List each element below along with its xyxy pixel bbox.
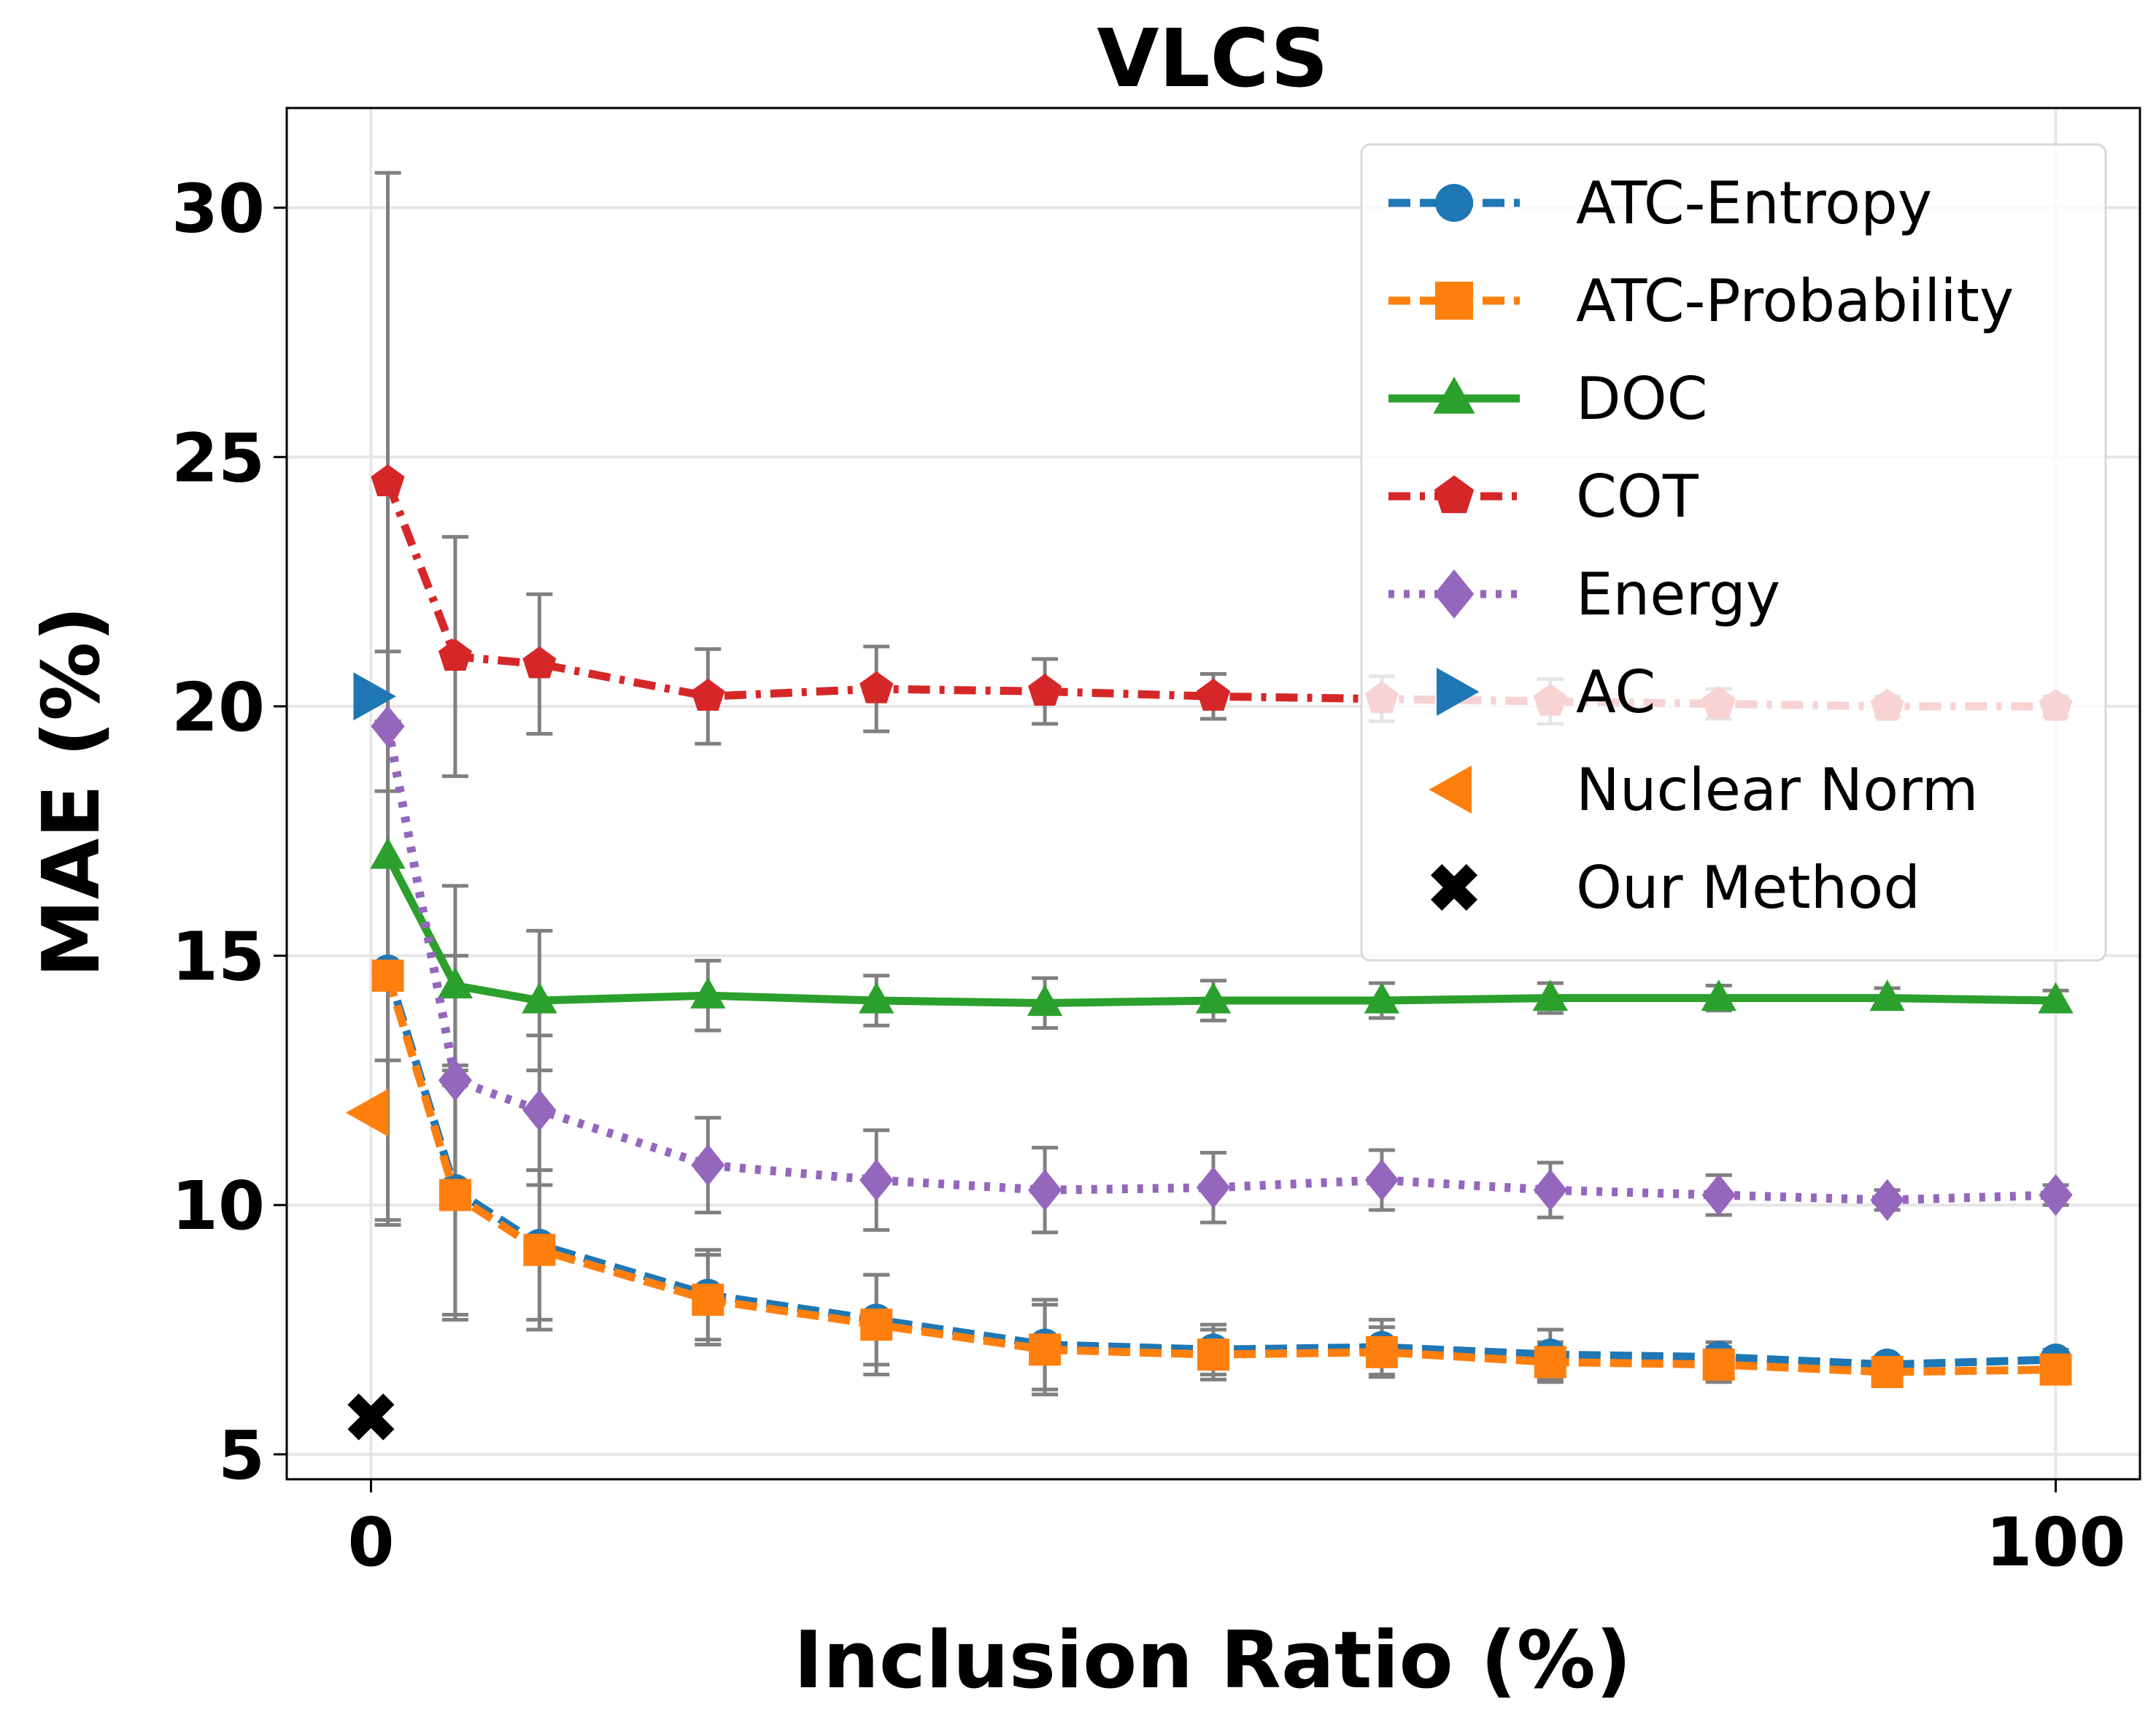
data-point-energy: [1870, 1179, 1904, 1221]
point-nuclear-norm: [345, 1088, 389, 1137]
series-line-atc-entropy: [384, 969, 2056, 1369]
legend-marker-nuclear-norm: [1429, 766, 1472, 814]
legend-marker-doc: [1433, 377, 1475, 414]
legend-marker-atc-entropy: [1435, 184, 1473, 222]
data-point-atc-probability: [371, 959, 404, 992]
legend-marker-atc-probability: [1435, 282, 1473, 320]
y-tick-label: 20: [171, 668, 265, 747]
legend-item-ac: AC: [1437, 658, 1655, 726]
legend-marker-our-method-bar: [1430, 863, 1478, 911]
plot-frame: [285, 107, 2141, 1481]
legend-item-nuclear-norm: Nuclear Norm: [1429, 756, 1979, 824]
legend-item-our-method: Our Method: [1430, 854, 1920, 922]
data-point-doc: [1364, 982, 1400, 1014]
data-point-cot: [1028, 674, 1062, 706]
data-point-atc-probability: [438, 1179, 471, 1211]
data-point-cot: [522, 646, 557, 679]
series-line-doc: [384, 854, 2056, 1007]
data-point-energy: [691, 1144, 725, 1187]
point-our-method: [347, 1393, 395, 1441]
data-point-cot: [1196, 679, 1231, 711]
data-point-energy: [1533, 1169, 1567, 1211]
x-tick-label: 100: [1986, 1503, 2126, 1581]
point-our-method-bar: [347, 1393, 395, 1441]
data-point-energy: [522, 1089, 557, 1131]
data-point-atc-probability: [1365, 1335, 1398, 1368]
legend-label-atc-entropy: ATC-Entropy: [1576, 169, 1932, 237]
legend-item-doc: DOC: [1388, 365, 1707, 433]
series-doc: [370, 837, 2074, 1017]
data-point-cot: [371, 464, 405, 497]
legend-box: [1360, 143, 2107, 962]
legend-marker-energy: [1434, 569, 1475, 619]
data-point-atc-probability: [1534, 1346, 1566, 1379]
y-tick-label: 10: [171, 1167, 265, 1245]
legend-item-cot: COT: [1388, 463, 1699, 531]
data-point-cot: [859, 671, 894, 704]
series-line-atc-probability: [384, 974, 2056, 1376]
y-axis-label: MAE (%): [26, 606, 117, 977]
data-point-doc: [690, 976, 726, 1009]
legend-marker-our-method: [1430, 863, 1478, 911]
legend-marker-cot: [1434, 475, 1475, 514]
data-point-doc: [1195, 982, 1232, 1014]
y-tick-label: 25: [171, 419, 265, 497]
data-point-energy: [438, 1059, 473, 1101]
chart-title: VLCS: [1097, 12, 1328, 105]
data-point-atc-probability: [1197, 1338, 1229, 1371]
single-points: [345, 672, 396, 1441]
data-point-atc-probability: [1029, 1333, 1062, 1366]
x-tick-label: 0: [347, 1503, 394, 1581]
series-line-energy: [383, 725, 2056, 1205]
series-energy: [371, 705, 2073, 1221]
data-point-doc: [858, 982, 895, 1014]
legend-label-our-method: Our Method: [1576, 854, 1920, 922]
data-point-energy: [2039, 1173, 2073, 1217]
data-point-doc: [1027, 984, 1063, 1017]
data-point-atc-probability: [1702, 1348, 1735, 1381]
legend-item-atc-entropy: ATC-Entropy: [1388, 169, 1932, 237]
series-atc-probability: [371, 959, 2072, 1389]
data-point-energy: [371, 705, 405, 747]
y-tick-label: 30: [171, 170, 265, 248]
data-point-atc-probability: [692, 1284, 725, 1317]
x-axis-label: Inclusion Ratio (%): [794, 1615, 1631, 1706]
data-point-atc-probability: [860, 1308, 893, 1341]
data-point-atc-probability: [2039, 1353, 2072, 1386]
point-ac: [353, 672, 396, 721]
data-point-doc: [437, 967, 474, 999]
data-point-energy: [1027, 1169, 1062, 1211]
data-point-cot: [691, 679, 725, 711]
data-point-atc-probability: [523, 1233, 556, 1266]
data-point-doc: [370, 837, 406, 869]
data-point-energy: [1701, 1173, 1736, 1217]
legend-marker-ac: [1437, 668, 1480, 716]
legend-label-doc: DOC: [1576, 365, 1707, 433]
data-point-doc: [1701, 979, 1736, 1011]
legend-label-cot: COT: [1576, 463, 1699, 531]
data-point-doc: [522, 982, 557, 1014]
data-point-cot: [438, 639, 472, 671]
legend-item-atc-probability: ATC-Probability: [1388, 267, 2014, 335]
data-point-doc: [1532, 979, 1569, 1011]
legend-item-energy: Energy: [1388, 560, 1780, 628]
legend-label-atc-probability: ATC-Probability: [1576, 267, 2014, 335]
data-point-atc-probability: [1871, 1356, 1904, 1389]
y-tick-label: 5: [218, 1416, 265, 1495]
y-tick-label: 15: [171, 918, 265, 996]
legend-label-ac: AC: [1576, 658, 1655, 726]
legend: ATC-Entropy ATC-Probability DOC COT Energy AC…: [1360, 143, 2107, 962]
data-point-doc: [1869, 979, 1905, 1011]
data-point-energy: [1364, 1159, 1399, 1201]
axes: 5 10 15 20 25 30 0 100: [171, 170, 2126, 1581]
legend-label-nuclear-norm: Nuclear Norm: [1576, 756, 1979, 824]
legend-label-energy: Energy: [1576, 560, 1780, 628]
data-point-energy: [1196, 1166, 1231, 1209]
data-point-energy: [859, 1159, 894, 1201]
data-point-doc: [2038, 982, 2074, 1014]
